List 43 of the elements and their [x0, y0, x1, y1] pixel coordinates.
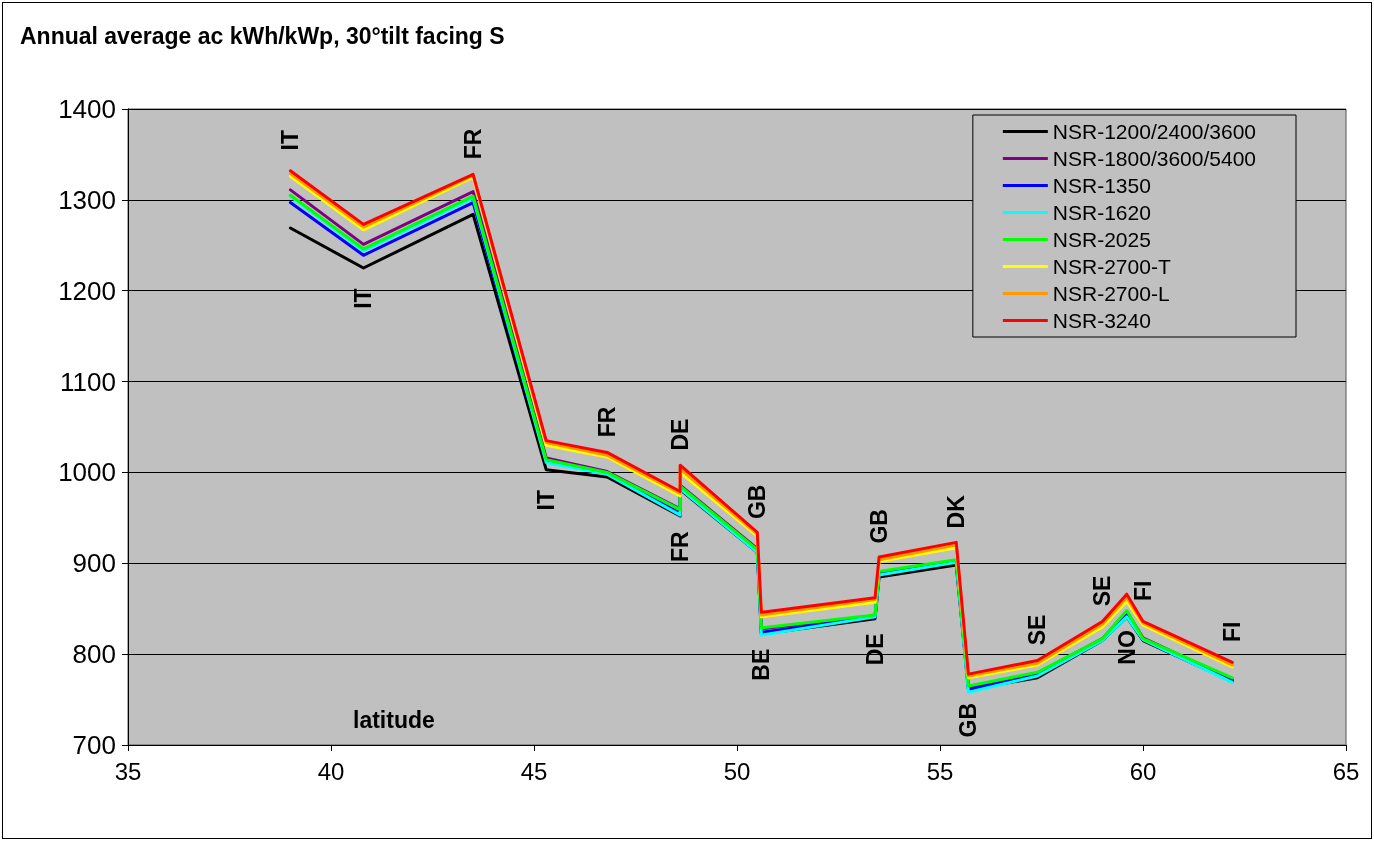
x-axis-title: latitude: [353, 706, 435, 733]
x-tick-label: 35: [114, 757, 142, 785]
x-tick-label: 40: [317, 757, 345, 785]
y-tick-label: 1400: [58, 94, 116, 124]
y-tick-label: 1300: [58, 184, 116, 215]
x-tick-label: 60: [1129, 757, 1157, 785]
annotation: DE: [667, 418, 694, 451]
legend-label: NSR-1200/2400/3600: [1052, 120, 1257, 143]
legend-label: NSR-1350: [1052, 174, 1151, 197]
x-tick-label: 50: [723, 757, 751, 785]
annotation: GB: [955, 702, 982, 738]
annotation: GB: [866, 509, 893, 544]
x-tick-label: 55: [926, 757, 954, 785]
annotation: FR: [667, 530, 694, 562]
annotation: SE: [1089, 575, 1116, 607]
annotation: IT: [277, 130, 304, 151]
chart-title: Annual average ac kWh/kWp, 30°tilt facing S: [20, 22, 505, 49]
annotation: FR: [460, 128, 487, 160]
legend-label: NSR-2700-L: [1052, 282, 1170, 305]
legend-label: NSR-2025: [1052, 228, 1151, 251]
annotation: SE: [1024, 614, 1051, 646]
legend-label: NSR-3240: [1052, 309, 1151, 332]
annotation: GB: [744, 484, 771, 520]
annotation: DK: [943, 494, 970, 529]
y-tick-label: 900: [72, 548, 116, 579]
annotation: NO: [1113, 630, 1140, 665]
legend-label: NSR-1800/3600/5400: [1052, 147, 1257, 170]
annotation: DE: [862, 633, 889, 666]
y-tick-label: 800: [72, 639, 116, 670]
x-tick-label: 65: [1332, 757, 1360, 785]
annotation: IT: [533, 490, 560, 511]
annotation: BE: [748, 648, 775, 681]
y-tick-label: 1100: [60, 366, 116, 397]
annotation: FI: [1130, 580, 1156, 602]
y-tick-label: 700: [72, 730, 116, 760]
y-tick-label: 1200: [58, 275, 116, 306]
annotation: IT: [350, 288, 377, 309]
legend-label: NSR-1620: [1052, 201, 1151, 224]
annotation: FI: [1219, 621, 1246, 642]
legend-label: NSR-2700-T: [1052, 255, 1171, 278]
y-tick-label: 1000: [58, 457, 116, 488]
annotation: FR: [594, 406, 621, 438]
x-tick-label: 45: [520, 757, 548, 785]
